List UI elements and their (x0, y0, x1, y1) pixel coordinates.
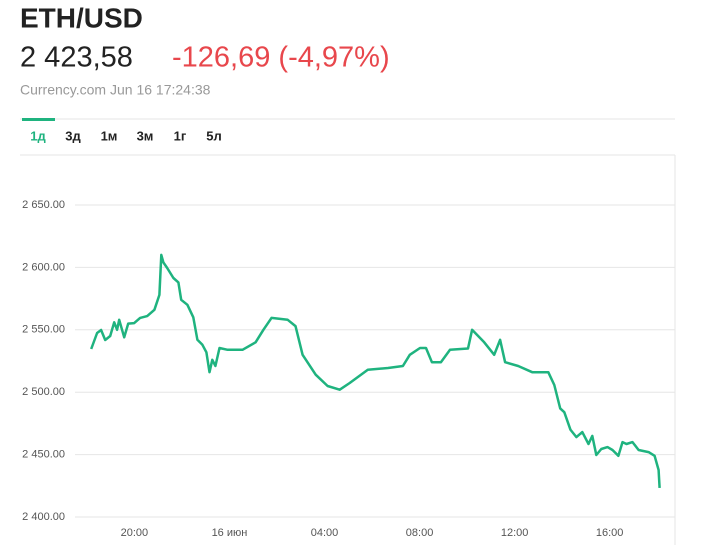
tab[interactable]: 3д (65, 128, 81, 143)
y-tick-label: 2 450.00 (22, 449, 65, 461)
tab[interactable]: 1м (101, 128, 118, 143)
tab-indicator (22, 118, 55, 121)
title: ETH/USD (20, 2, 143, 33)
y-tick-label: 2 400.00 (22, 511, 65, 523)
y-tick-label: 2 650.00 (22, 199, 65, 211)
price: 2 423,58 (20, 42, 133, 74)
x-tick-label: 08:00 (406, 527, 434, 539)
x-tick-label: 20:00 (121, 527, 149, 539)
y-tick-label: 2 600.00 (22, 261, 65, 273)
y-tick-label: 2 550.00 (22, 324, 65, 336)
source: Currency.com Jun 16 17:24:38 (20, 82, 211, 98)
y-tick-label: 2 500.00 (22, 386, 65, 398)
x-tick-label: 16:00 (596, 527, 624, 539)
tab[interactable]: 1д (30, 128, 46, 143)
tab[interactable]: 1г (174, 128, 187, 143)
x-tick-label: 16 июн (212, 527, 248, 539)
x-tick-label: 04:00 (311, 527, 339, 539)
change: -126,69 (-4,97%) (172, 42, 390, 74)
tab[interactable]: 3м (137, 128, 154, 143)
x-tick-label: 12:00 (501, 527, 529, 539)
price-line (90, 253, 661, 488)
tab[interactable]: 5л (206, 128, 222, 143)
